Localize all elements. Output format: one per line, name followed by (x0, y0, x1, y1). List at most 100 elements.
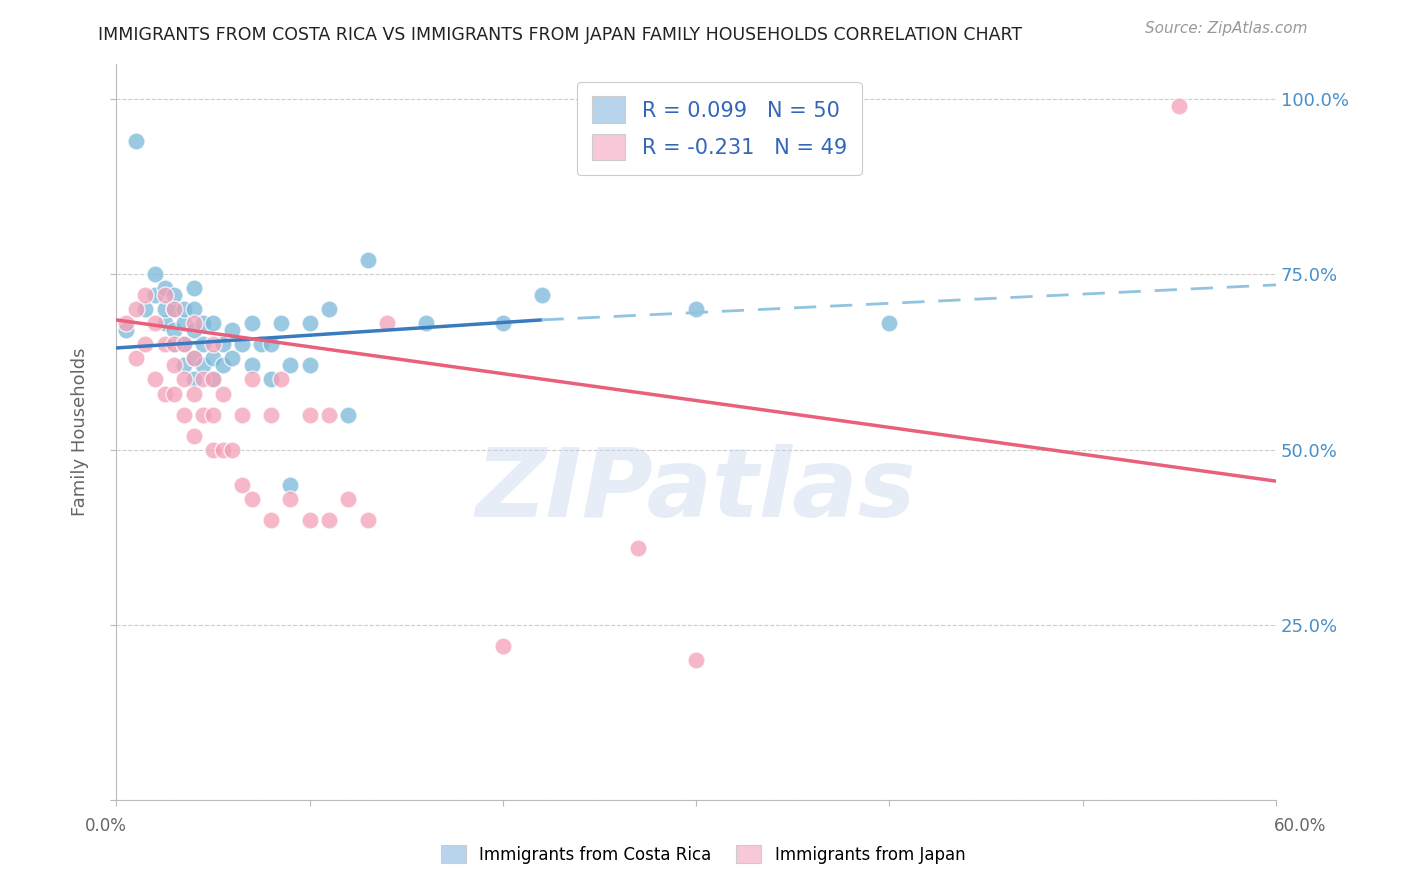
Point (298, 513, 321, 527)
Point (173, 317, 195, 331)
Point (153, 288, 176, 302)
Point (221, 442, 243, 457)
Point (356, 253, 378, 268)
Point (221, 351, 243, 366)
Point (201, 408, 224, 422)
Point (685, 302, 707, 317)
Text: 0.0%: 0.0% (84, 817, 127, 835)
Point (173, 359, 195, 373)
Point (183, 386, 205, 401)
Point (356, 513, 378, 527)
Point (173, 337, 195, 351)
Point (163, 302, 186, 317)
Point (201, 351, 224, 366)
Point (183, 323, 205, 337)
Point (231, 477, 253, 491)
Point (173, 337, 195, 351)
Point (492, 317, 515, 331)
Point (173, 372, 195, 386)
Point (201, 442, 224, 457)
Point (115, 323, 138, 337)
Point (201, 337, 224, 351)
Point (153, 386, 176, 401)
Point (685, 653, 707, 667)
Point (163, 386, 186, 401)
Point (143, 372, 166, 386)
Point (193, 359, 215, 373)
Point (278, 359, 301, 373)
Point (337, 491, 360, 506)
Point (163, 302, 186, 317)
Point (153, 302, 176, 317)
Legend: R = 0.099   N = 50, R = -0.231   N = 49: R = 0.099 N = 50, R = -0.231 N = 49 (576, 82, 862, 175)
Point (492, 639, 515, 653)
Point (318, 302, 340, 317)
Point (153, 337, 176, 351)
Text: 60.0%: 60.0% (1274, 817, 1327, 835)
Point (134, 288, 156, 302)
Point (211, 386, 233, 401)
Legend: Immigrants from Costa Rica, Immigrants from Japan: Immigrants from Costa Rica, Immigrants f… (434, 838, 972, 871)
Point (211, 337, 233, 351)
Point (240, 359, 263, 373)
Point (231, 337, 253, 351)
Point (278, 477, 301, 491)
Point (124, 351, 146, 366)
Point (201, 372, 224, 386)
Point (270, 317, 292, 331)
Point (183, 351, 205, 366)
Point (193, 317, 215, 331)
Point (240, 372, 263, 386)
Point (211, 442, 233, 457)
Point (134, 337, 156, 351)
Point (240, 491, 263, 506)
Point (163, 337, 186, 351)
Point (201, 372, 224, 386)
Point (193, 372, 215, 386)
Point (278, 491, 301, 506)
Point (627, 541, 650, 555)
Point (260, 337, 283, 351)
Point (201, 317, 224, 331)
Point (298, 317, 321, 331)
Point (270, 372, 292, 386)
Point (115, 317, 138, 331)
Point (415, 317, 437, 331)
Point (298, 359, 321, 373)
Point (183, 428, 205, 442)
Y-axis label: Family Households: Family Households (72, 348, 89, 516)
Point (193, 408, 215, 422)
Point (143, 288, 166, 302)
Point (1168, 99, 1191, 113)
Point (221, 323, 243, 337)
Point (240, 317, 263, 331)
Point (530, 288, 553, 302)
Point (260, 408, 283, 422)
Point (231, 408, 253, 422)
Point (211, 359, 233, 373)
Point (134, 302, 156, 317)
Point (183, 281, 205, 295)
Point (193, 337, 215, 351)
Point (124, 134, 146, 148)
Point (183, 302, 205, 317)
Point (183, 372, 205, 386)
Point (163, 337, 186, 351)
Point (143, 268, 166, 282)
Point (260, 513, 283, 527)
Point (375, 317, 398, 331)
Point (337, 408, 360, 422)
Point (173, 302, 195, 317)
Point (163, 288, 186, 302)
Point (250, 337, 273, 351)
Point (153, 281, 176, 295)
Point (879, 317, 901, 331)
Point (318, 408, 340, 422)
Text: Source: ZipAtlas.com: Source: ZipAtlas.com (1144, 21, 1308, 36)
Text: ZIPatlas: ZIPatlas (475, 444, 917, 538)
Point (163, 359, 186, 373)
Point (183, 317, 205, 331)
Point (173, 408, 195, 422)
Point (124, 302, 146, 317)
Point (298, 408, 321, 422)
